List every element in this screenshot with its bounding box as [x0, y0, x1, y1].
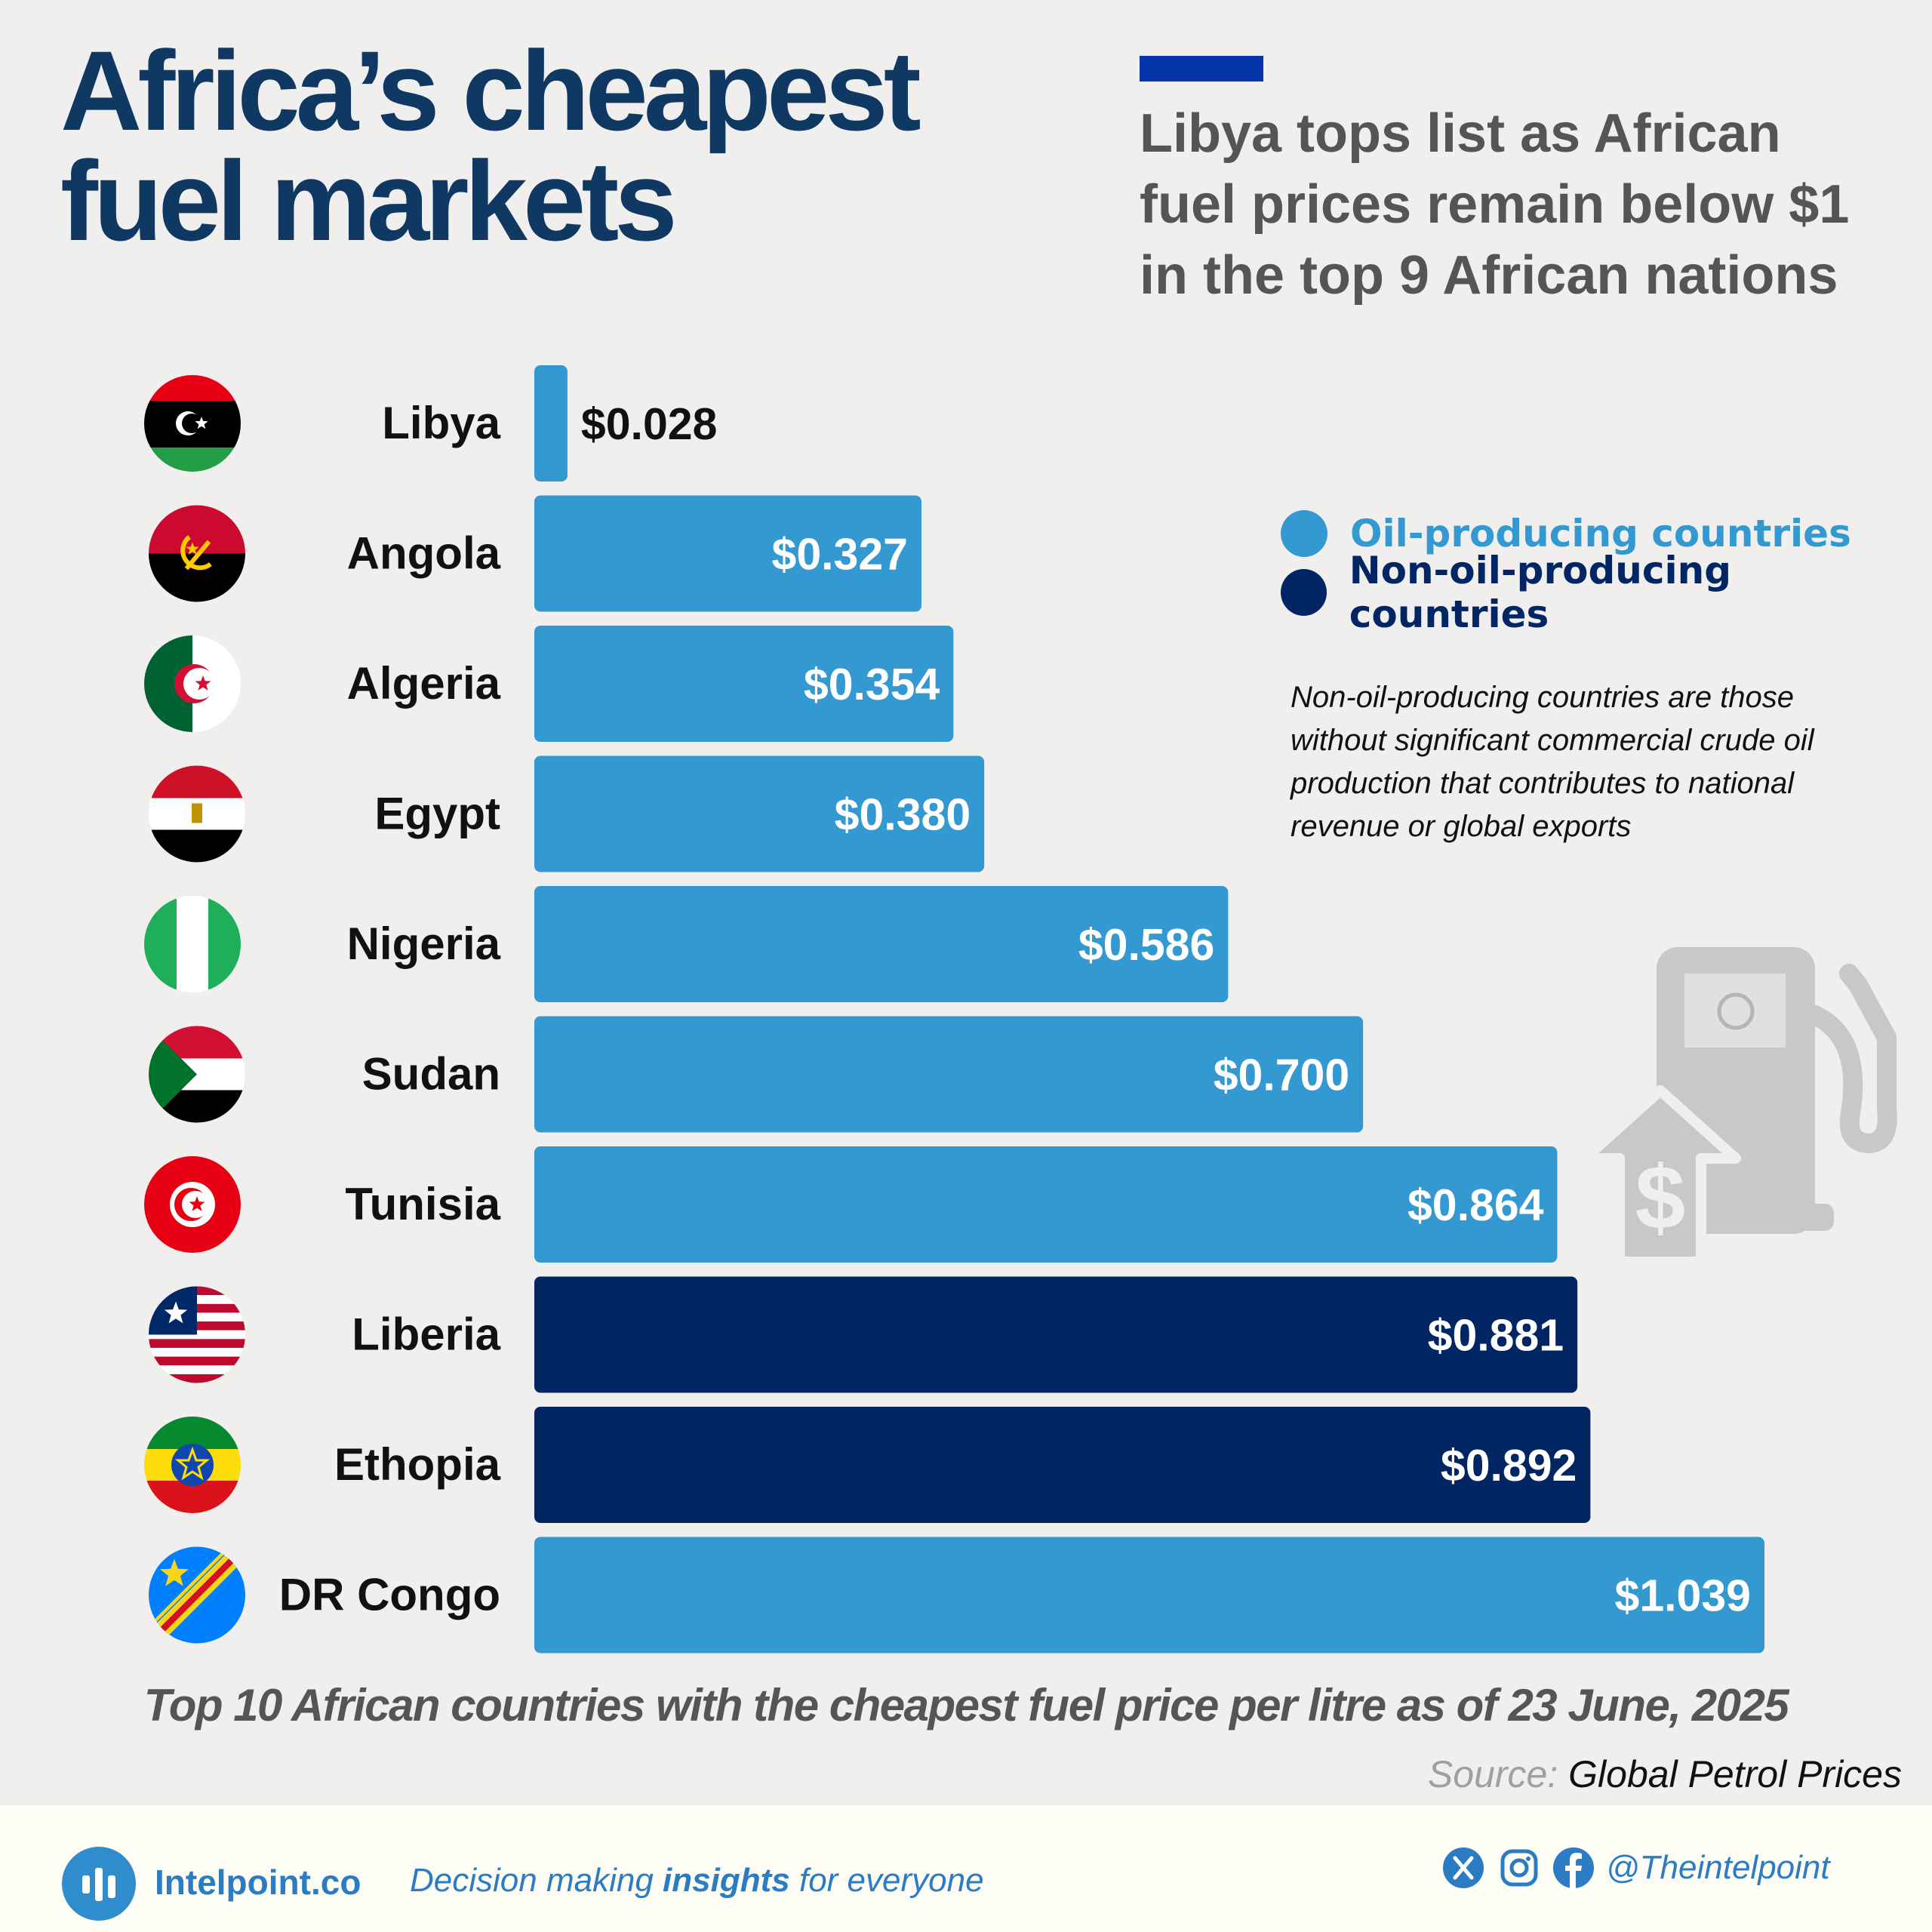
accent-bar	[1140, 56, 1263, 82]
value-label-algeria: $0.354	[804, 660, 940, 709]
tagline-end: for everyone	[798, 1862, 984, 1899]
country-label-dr-congo: DR Congo	[279, 1570, 500, 1620]
legend-swatch-non-oil	[1281, 569, 1327, 616]
legend-item-oil: Oil-producing countries	[1281, 504, 1932, 563]
country-label-tunisia: Tunisia	[345, 1179, 500, 1229]
note-line-2: without significant commercial crude oil	[1291, 724, 1814, 757]
sudan-flag-icon	[149, 1026, 245, 1123]
bar-libya	[534, 365, 568, 481]
bar-dr-congo	[534, 1537, 1764, 1654]
bar-algeria	[534, 626, 954, 742]
subtitle-line-3: in the top 9 African nations	[1140, 245, 1838, 306]
fuel-pump-icon: $	[1580, 947, 1897, 1267]
value-label-sudan: $0.700	[1214, 1051, 1349, 1100]
bar-liberia	[534, 1276, 1578, 1393]
bar-angola	[534, 495, 922, 612]
country-label-libya: Libya	[382, 398, 500, 448]
value-label-dr-congo: $1.039	[1615, 1571, 1751, 1621]
value-label-libya: $0.028	[581, 399, 717, 449]
ethiopia-flag-icon	[144, 1417, 241, 1513]
country-label-sudan: Sudan	[362, 1049, 500, 1100]
title-line-1: Africa’s cheapest	[60, 27, 921, 154]
country-label-liberia: Liberia	[352, 1309, 500, 1360]
chart-caption: Top 10 African countries with the cheape…	[143, 1680, 1789, 1730]
social-handle[interactable]: @Theintelpoint	[1606, 1849, 1830, 1886]
note-line-1: Non-oil-producing countries are those	[1291, 681, 1795, 714]
libya-flag-icon	[144, 375, 241, 472]
svg-text:$: $	[1635, 1147, 1686, 1248]
dr-congo-flag-icon	[149, 1546, 245, 1644]
tagline-start: Decision making	[410, 1862, 654, 1899]
source-label: Source:	[1427, 1753, 1558, 1795]
bar-tunisia	[534, 1146, 1558, 1263]
nigeria-flag-icon	[144, 896, 241, 992]
facebook-icon[interactable]	[1553, 1847, 1594, 1888]
x-icon[interactable]	[1443, 1847, 1484, 1888]
algeria-flag-icon	[144, 635, 241, 732]
footer-bar: Intelpoint.co Decision making insights f…	[0, 1805, 1932, 1932]
country-label-angola: Angola	[347, 528, 501, 579]
note-line-3: production that contributes to national	[1291, 767, 1795, 800]
bar-sudan	[534, 1016, 1364, 1133]
source-value: Global Petrol Prices	[1568, 1753, 1902, 1795]
brand-name[interactable]: Intelpoint.co	[155, 1863, 361, 1902]
tagline: Decision making insights for everyone	[410, 1862, 984, 1900]
value-label-egypt: $0.380	[835, 790, 971, 840]
country-label-egypt: Egypt	[374, 789, 500, 839]
country-label-algeria: Algeria	[347, 658, 501, 709]
bar-chart: $ Libya $0.028 Angola $0.327 Algeria $0.354 Eg…	[144, 365, 1897, 1654]
chart-title: Africa’s cheapest fuel markets	[60, 27, 1102, 264]
country-label-ethopia: Ethopia	[334, 1439, 501, 1490]
subtitle-line-1: Libya tops list as African	[1140, 103, 1781, 164]
value-label-nigeria: $0.586	[1078, 920, 1214, 970]
subtitle-line-2: fuel prices remain below $1	[1140, 174, 1850, 235]
value-label-liberia: $0.881	[1428, 1311, 1564, 1361]
title-line-2: fuel markets	[60, 137, 678, 264]
note-line-4: revenue or global exports	[1291, 810, 1632, 843]
legend-swatch-oil	[1281, 510, 1327, 557]
legend-label-oil: Oil-producing countries	[1350, 512, 1851, 555]
instagram-icon[interactable]	[1499, 1847, 1540, 1888]
liberia-flag-icon	[149, 1286, 245, 1383]
definition-note: Non-oil-producing countries are those wi…	[1291, 676, 1879, 848]
angola-flag-icon	[149, 505, 245, 602]
egypt-flag-icon	[149, 765, 245, 863]
country-label-nigeria: Nigeria	[347, 918, 501, 969]
legend-item-non-oil: Non-oil-producing countries	[1281, 549, 1932, 636]
legend-label-non-oil: Non-oil-producing countries	[1349, 549, 1732, 636]
tunisia-flag-icon	[144, 1156, 241, 1253]
brand-logo-icon[interactable]	[62, 1847, 136, 1921]
source-line: Source: Global Petrol Prices	[1428, 1752, 1902, 1796]
chart-subtitle: Libya tops list as African fuel prices r…	[1140, 98, 1917, 311]
bar-ethopia	[534, 1407, 1591, 1523]
bar-egypt	[534, 755, 985, 872]
tagline-emphasis: insights	[663, 1862, 790, 1899]
value-label-ethopia: $0.892	[1441, 1441, 1577, 1491]
value-label-tunisia: $0.864	[1407, 1180, 1544, 1230]
bar-nigeria	[534, 886, 1229, 1002]
value-label-angola: $0.327	[772, 530, 908, 580]
chart-legend: Oil-producing countries Non-oil-producin…	[1281, 504, 1932, 636]
